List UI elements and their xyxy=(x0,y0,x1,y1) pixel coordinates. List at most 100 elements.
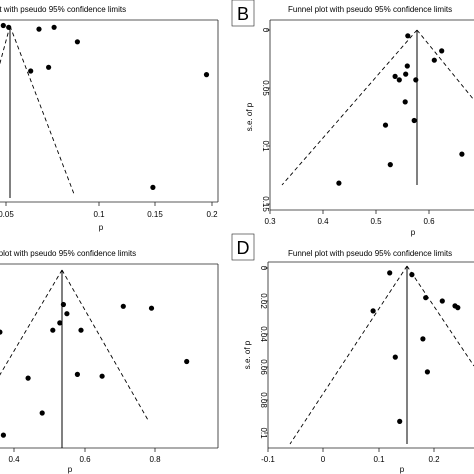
data-point xyxy=(74,371,80,377)
panel-d-xtick-label: 0 xyxy=(321,455,326,464)
data-point xyxy=(120,303,126,309)
data-point xyxy=(413,77,419,83)
panel-d-frame xyxy=(267,261,474,449)
panel-b-y-axis-label: s.e. of p xyxy=(245,102,254,131)
panel-d-points xyxy=(370,270,461,424)
panel-c-xtick-label: 0.4 xyxy=(8,455,20,464)
panel-d-x-axis-label: p xyxy=(400,465,405,474)
panel-d-title: Funnel plot with pseudo 95% confidence l… xyxy=(288,249,452,258)
data-point xyxy=(459,151,465,157)
data-point xyxy=(150,184,156,190)
panel-b-funnel-right xyxy=(416,29,474,101)
panel-d-ytick-label: 0 xyxy=(259,266,268,271)
data-point xyxy=(411,117,417,124)
panel-b-frame xyxy=(269,19,474,211)
panel-d-xtick-label: 0.1 xyxy=(373,455,385,464)
panel-a-xtick-label: 0.05 xyxy=(0,210,14,219)
data-point xyxy=(424,369,430,375)
panel-a-points xyxy=(0,22,210,190)
data-point xyxy=(39,410,45,416)
data-point xyxy=(184,358,190,365)
data-point xyxy=(51,24,57,30)
panel-a-title: Funnel plot with pseudo 95% confidence l… xyxy=(0,5,126,14)
panel-c-points xyxy=(0,301,190,438)
data-point xyxy=(25,375,31,381)
panel-d-ytick-label: 0.02 xyxy=(259,293,268,309)
panel-d-funnel-right xyxy=(406,265,474,367)
panel-d-letter-box xyxy=(231,233,255,261)
data-point xyxy=(409,272,415,278)
data-point xyxy=(64,311,70,317)
data-point xyxy=(423,295,429,301)
panel-b-xtick-label: 0.4 xyxy=(317,217,329,226)
data-point xyxy=(439,298,445,304)
panel-d-ytick-label: 0.08 xyxy=(259,392,268,408)
data-point xyxy=(0,329,3,335)
data-point xyxy=(402,99,408,105)
panel-b: B Funnel plot with pseudo 95% confidence… xyxy=(231,0,474,237)
data-point xyxy=(397,418,403,424)
panel-b-xtick-label: 0.3 xyxy=(264,217,276,226)
data-point xyxy=(403,71,409,77)
data-point xyxy=(392,73,398,79)
panel-b-points xyxy=(336,33,465,186)
panel-c-funnel-right xyxy=(61,269,149,421)
panel-a-xtick-label: 0.2 xyxy=(206,210,218,219)
data-point xyxy=(392,354,398,360)
panel-b-x-axis-label: p xyxy=(411,228,416,237)
data-point xyxy=(439,48,445,54)
data-point xyxy=(28,68,34,74)
panel-c-x-axis-label: p xyxy=(68,465,73,474)
panel-b-letter: B xyxy=(237,4,249,24)
panel-a-funnel-right xyxy=(9,25,75,195)
panel-a-xtick-label: 0.1 xyxy=(93,210,105,219)
data-point xyxy=(148,305,155,311)
data-point xyxy=(396,77,402,83)
data-point xyxy=(370,308,376,314)
panel-a-xtick-label: 0.15 xyxy=(147,210,163,219)
panel-b-ytick-label: 0.05 xyxy=(261,80,270,96)
data-point xyxy=(0,22,6,29)
data-point xyxy=(382,122,389,128)
data-point xyxy=(336,180,342,186)
panel-c-frame xyxy=(0,263,219,449)
data-point xyxy=(6,24,12,30)
panel-d: D Funnel plot with pseudo 95% confidence… xyxy=(231,233,474,474)
panel-b-ytick-label: 0 xyxy=(261,28,270,33)
data-point xyxy=(203,72,210,78)
panel-d-y-axis-label: s.e. of p xyxy=(243,340,252,369)
panel-a: Funnel plot with pseudo 95% confidence l… xyxy=(0,5,219,232)
data-point xyxy=(387,162,393,168)
data-point xyxy=(455,305,461,311)
panel-d-ytick-label: 0.1 xyxy=(259,427,268,439)
panel-d-funnel-left xyxy=(289,265,408,445)
data-point xyxy=(50,327,56,333)
panel-c-xtick-label: 0.8 xyxy=(149,455,161,464)
panel-c-title: Funnel plot with pseudo 95% confidence l… xyxy=(0,249,136,258)
data-point xyxy=(431,57,437,63)
panel-c: Funnel plot with pseudo 95% confidence l… xyxy=(0,249,219,474)
panel-b-xtick-label: 0.6 xyxy=(423,217,435,226)
panel-d-ytick-label: 0.04 xyxy=(259,326,268,342)
panel-b-funnel-left xyxy=(281,29,418,186)
panel-d-xtick-label: 0.2 xyxy=(428,455,440,464)
panel-d-xtick-label: -0.1 xyxy=(261,455,275,464)
panel-b-title: Funnel plot with pseudo 95% confidence l… xyxy=(288,5,452,14)
data-point xyxy=(57,320,63,326)
data-point xyxy=(99,373,105,379)
data-point xyxy=(405,33,411,39)
panel-b-xtick-label: 0.5 xyxy=(370,217,382,226)
panel-b-ytick-label: 0.1 xyxy=(261,140,270,152)
data-point xyxy=(387,270,393,276)
panel-c-xtick-label: 0.6 xyxy=(79,455,91,464)
data-point xyxy=(78,327,84,333)
panel-b-letter-box xyxy=(231,0,255,27)
data-point xyxy=(0,432,6,438)
panel-b-ytick-label: 0.15 xyxy=(261,196,270,212)
data-point xyxy=(420,336,426,342)
panel-a-x-axis-label: p xyxy=(99,223,104,232)
panel-d-ytick-label: 0.06 xyxy=(259,359,268,375)
data-point xyxy=(36,26,42,32)
data-point xyxy=(74,39,80,45)
panel-d-letter: D xyxy=(237,238,250,258)
